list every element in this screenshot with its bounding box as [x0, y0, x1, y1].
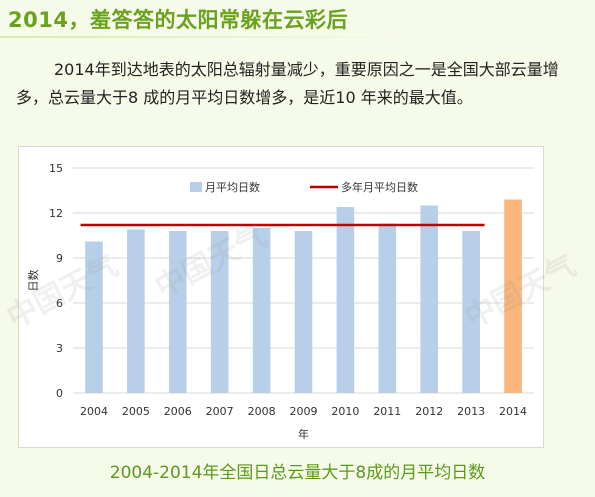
bar-2008	[252, 228, 271, 393]
legend-label-bars: 月平均日数	[205, 181, 260, 194]
bar-2013	[462, 231, 480, 393]
bar-2004	[85, 241, 103, 393]
legend-label-average: 多年月平均日数	[341, 180, 418, 194]
x-tick-label-2006: 2006	[164, 405, 192, 418]
x-tick-label-2007: 2007	[206, 405, 234, 418]
y-axis-title: 日数	[27, 270, 40, 292]
bar-2007	[210, 231, 229, 393]
x-tick-label-2008: 2008	[248, 405, 276, 418]
cloud-days-chart: 0 3 6 9 12 15 2004 2005 2006 2007 2008 2009 2010 2011…	[27, 162, 534, 441]
x-tick-label-2005: 2005	[122, 405, 150, 418]
legend-swatch-bars	[190, 182, 202, 192]
bar-2005	[127, 229, 145, 393]
y-tick-label-15: 15	[49, 162, 63, 175]
x-tick-label-2012: 2012	[415, 405, 443, 418]
x-axis-title: 年	[298, 427, 309, 441]
x-tick-label-2013: 2013	[457, 405, 485, 418]
y-tick-label-9: 9	[56, 252, 63, 265]
headline-divider	[0, 36, 400, 38]
y-tick-label-3: 3	[56, 342, 63, 355]
x-tick-label-2010: 2010	[331, 405, 359, 418]
x-tick-label-2004: 2004	[80, 405, 108, 418]
y-tick-label-6: 6	[56, 297, 63, 310]
intro-paragraph: 2014年到达地表的太阳总辐射量减少，重要原因之一是全国大部云量增多，总云量大于…	[16, 60, 559, 107]
x-tick-label-2009: 2009	[290, 405, 318, 418]
bar-2009	[294, 231, 313, 393]
bar-2010	[336, 207, 355, 393]
y-tick-label-12: 12	[49, 207, 63, 220]
x-tick-label-2011: 2011	[373, 405, 401, 418]
bar-2006	[168, 231, 187, 393]
x-tick-label-2014: 2014	[499, 405, 527, 418]
y-tick-label-0: 0	[56, 387, 63, 400]
headline: 2014，羞答答的太阳常躲在云彩后	[8, 8, 348, 32]
chart-caption: 2004-2014年全国日总云量大于8成的月平均日数	[109, 463, 486, 483]
bar-2012	[420, 205, 439, 393]
bar-2011	[378, 223, 397, 393]
chart-panel: 0 3 6 9 12 15 2004 2005 2006 2007 2008 2009 2010 2011…	[1, 146, 582, 448]
bar-2014	[504, 199, 522, 393]
